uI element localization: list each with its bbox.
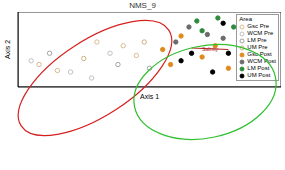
svg-text:Axis 1: Axis 1 (140, 93, 159, 100)
svg-text:Axis 2: Axis 2 (8, 40, 11, 59)
html-text:WCM Pre: WCM Pre (247, 30, 274, 36)
html-text:UM Post: UM Post (247, 72, 271, 78)
html-text:Area: Area (239, 16, 252, 22)
html-text:WCM Post: WCM Post (247, 58, 276, 64)
html-text:UM Pre: UM Pre (247, 44, 268, 50)
html-text:Gsc Post: Gsc Post (247, 51, 272, 57)
html-text:NMS_9: NMS_9 (129, 1, 156, 10)
html-text:LM Post: LM Post (247, 65, 270, 71)
html-text:Gsc Pre: Gsc Pre (247, 23, 269, 29)
html-text:LM Pre: LM Pre (247, 37, 267, 43)
svg-text:Salinity: Salinity (202, 46, 219, 52)
